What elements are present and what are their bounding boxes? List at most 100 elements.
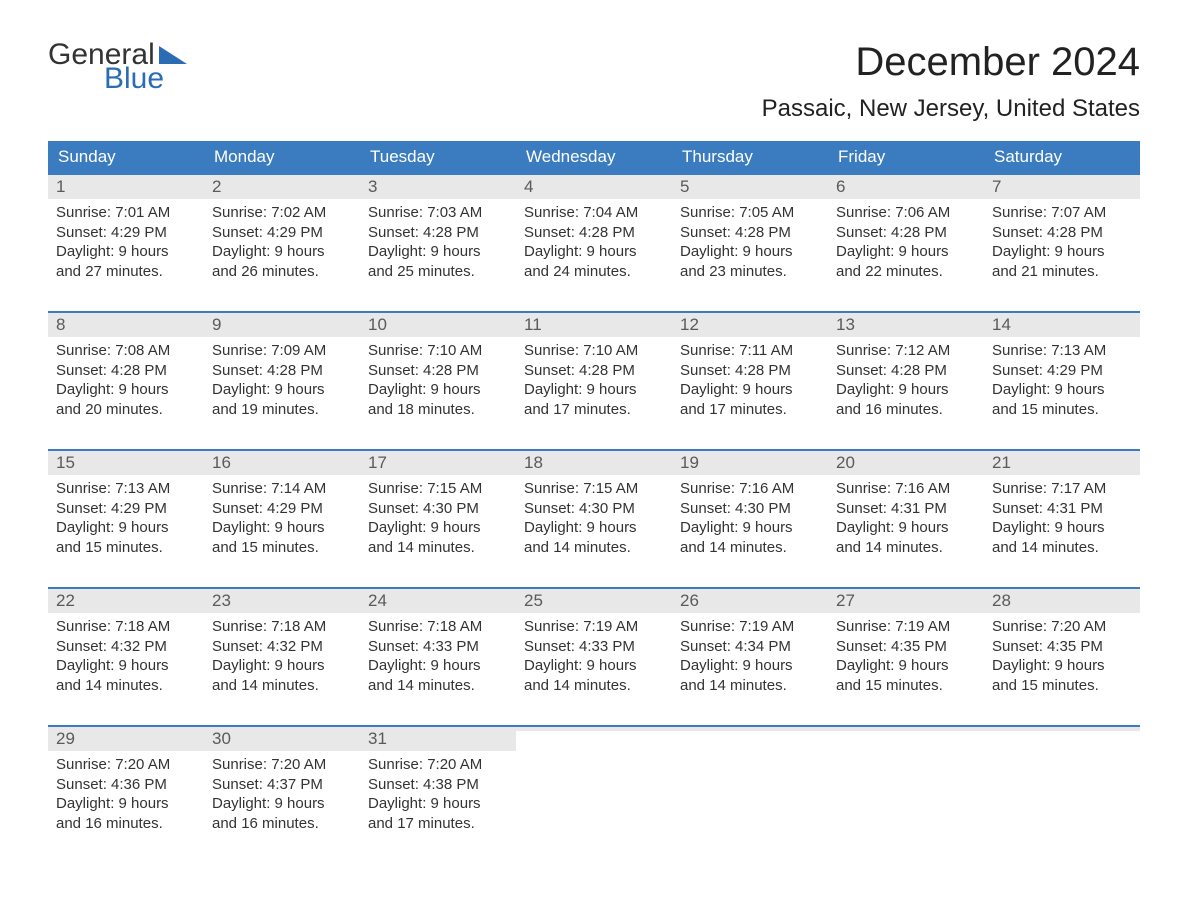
day-number: 16 <box>212 453 231 472</box>
day-cell: 7Sunrise: 7:07 AMSunset: 4:28 PMDaylight… <box>984 175 1140 287</box>
day-cell <box>828 727 984 839</box>
daylight-line: and 14 minutes. <box>680 676 820 696</box>
day-number: 29 <box>56 729 75 748</box>
day-cell: 28Sunrise: 7:20 AMSunset: 4:35 PMDayligh… <box>984 589 1140 701</box>
sunrise-line: Sunrise: 7:17 AM <box>992 479 1132 499</box>
sunrise-line: Sunrise: 7:20 AM <box>212 755 352 775</box>
day-number: 8 <box>56 315 65 334</box>
day-number-row: 1 <box>48 175 204 199</box>
daylight-line: Daylight: 9 hours <box>368 656 508 676</box>
day-body: Sunrise: 7:19 AMSunset: 4:33 PMDaylight:… <box>516 613 672 701</box>
day-cell: 20Sunrise: 7:16 AMSunset: 4:31 PMDayligh… <box>828 451 984 563</box>
daylight-line: Daylight: 9 hours <box>680 380 820 400</box>
day-number-row: 26 <box>672 589 828 613</box>
sunrise-line: Sunrise: 7:18 AM <box>56 617 196 637</box>
sunset-line: Sunset: 4:28 PM <box>368 361 508 381</box>
sunset-line: Sunset: 4:31 PM <box>836 499 976 519</box>
day-body: Sunrise: 7:13 AMSunset: 4:29 PMDaylight:… <box>48 475 204 563</box>
daylight-line: and 18 minutes. <box>368 400 508 420</box>
day-number: 7 <box>992 177 1001 196</box>
daylight-line: Daylight: 9 hours <box>680 656 820 676</box>
day-body: Sunrise: 7:09 AMSunset: 4:28 PMDaylight:… <box>204 337 360 425</box>
day-body: Sunrise: 7:16 AMSunset: 4:30 PMDaylight:… <box>672 475 828 563</box>
sunset-line: Sunset: 4:33 PM <box>368 637 508 657</box>
sunrise-line: Sunrise: 7:14 AM <box>212 479 352 499</box>
day-number-row: 14 <box>984 313 1140 337</box>
day-number-row: 13 <box>828 313 984 337</box>
day-number: 2 <box>212 177 221 196</box>
daylight-line: Daylight: 9 hours <box>56 656 196 676</box>
sunrise-line: Sunrise: 7:02 AM <box>212 203 352 223</box>
sunset-line: Sunset: 4:29 PM <box>212 499 352 519</box>
daylight-line: and 14 minutes. <box>524 676 664 696</box>
sunrise-line: Sunrise: 7:04 AM <box>524 203 664 223</box>
week-row: 15Sunrise: 7:13 AMSunset: 4:29 PMDayligh… <box>48 449 1140 563</box>
day-body: Sunrise: 7:14 AMSunset: 4:29 PMDaylight:… <box>204 475 360 563</box>
location: Passaic, New Jersey, United States <box>762 95 1140 123</box>
sunrise-line: Sunrise: 7:15 AM <box>368 479 508 499</box>
daylight-line: Daylight: 9 hours <box>212 794 352 814</box>
sunset-line: Sunset: 4:34 PM <box>680 637 820 657</box>
sunset-line: Sunset: 4:29 PM <box>56 499 196 519</box>
daylight-line: and 19 minutes. <box>212 400 352 420</box>
daylight-line: Daylight: 9 hours <box>992 380 1132 400</box>
day-number: 24 <box>368 591 387 610</box>
day-cell: 30Sunrise: 7:20 AMSunset: 4:37 PMDayligh… <box>204 727 360 839</box>
day-number-row: 3 <box>360 175 516 199</box>
dow-monday: Monday <box>204 141 360 173</box>
sunset-line: Sunset: 4:28 PM <box>524 361 664 381</box>
sunset-line: Sunset: 4:30 PM <box>368 499 508 519</box>
day-number-row <box>828 727 984 731</box>
daylight-line: Daylight: 9 hours <box>836 656 976 676</box>
dow-wednesday: Wednesday <box>516 141 672 173</box>
daylight-line: and 21 minutes. <box>992 262 1132 282</box>
daylight-line: and 16 minutes. <box>56 814 196 834</box>
day-number-row: 12 <box>672 313 828 337</box>
sunrise-line: Sunrise: 7:15 AM <box>524 479 664 499</box>
day-cell: 23Sunrise: 7:18 AMSunset: 4:32 PMDayligh… <box>204 589 360 701</box>
day-body: Sunrise: 7:05 AMSunset: 4:28 PMDaylight:… <box>672 199 828 287</box>
daylight-line: Daylight: 9 hours <box>836 518 976 538</box>
day-number-row: 8 <box>48 313 204 337</box>
daylight-line: Daylight: 9 hours <box>56 794 196 814</box>
daylight-line: Daylight: 9 hours <box>368 794 508 814</box>
daylight-line: and 23 minutes. <box>680 262 820 282</box>
daylight-line: and 14 minutes. <box>836 538 976 558</box>
day-number-row: 9 <box>204 313 360 337</box>
daylight-line: and 14 minutes. <box>56 676 196 696</box>
daylight-line: and 14 minutes. <box>992 538 1132 558</box>
daylight-line: and 17 minutes. <box>524 400 664 420</box>
sunrise-line: Sunrise: 7:18 AM <box>368 617 508 637</box>
day-body: Sunrise: 7:03 AMSunset: 4:28 PMDaylight:… <box>360 199 516 287</box>
dow-friday: Friday <box>828 141 984 173</box>
day-cell: 31Sunrise: 7:20 AMSunset: 4:38 PMDayligh… <box>360 727 516 839</box>
sunset-line: Sunset: 4:36 PM <box>56 775 196 795</box>
header: General Blue December 2024 Passaic, New … <box>48 40 1140 137</box>
day-cell: 9 Sunrise: 7:09 AMSunset: 4:28 PMDaylight… <box>204 313 360 425</box>
day-body: Sunrise: 7:15 AMSunset: 4:30 PMDaylight:… <box>360 475 516 563</box>
day-number-row <box>516 727 672 731</box>
sunrise-line: Sunrise: 7:19 AM <box>680 617 820 637</box>
day-number: 9 <box>212 315 221 334</box>
sunset-line: Sunset: 4:28 PM <box>524 223 664 243</box>
daylight-line: Daylight: 9 hours <box>212 656 352 676</box>
sunset-line: Sunset: 4:28 PM <box>836 223 976 243</box>
month-title: December 2024 <box>762 40 1140 85</box>
day-body: Sunrise: 7:20 AMSunset: 4:35 PMDaylight:… <box>984 613 1140 701</box>
day-number-row: 4 <box>516 175 672 199</box>
sunset-line: Sunset: 4:33 PM <box>524 637 664 657</box>
day-number: 27 <box>836 591 855 610</box>
day-cell: 16 Sunrise: 7:14 AMSunset: 4:29 PMDayligh… <box>204 451 360 563</box>
day-number: 5 <box>680 177 689 196</box>
title-block: December 2024 Passaic, New Jersey, Unite… <box>762 40 1140 137</box>
day-number: 30 <box>212 729 231 748</box>
day-cell: 5 Sunrise: 7:05 AMSunset: 4:28 PMDaylight… <box>672 175 828 287</box>
day-number: 14 <box>992 315 1011 334</box>
sunset-line: Sunset: 4:32 PM <box>56 637 196 657</box>
day-number-row: 31 <box>360 727 516 751</box>
day-number: 23 <box>212 591 231 610</box>
daylight-line: and 14 minutes. <box>524 538 664 558</box>
day-body: Sunrise: 7:10 AMSunset: 4:28 PMDaylight:… <box>360 337 516 425</box>
daylight-line: and 20 minutes. <box>56 400 196 420</box>
day-number-row: 15 <box>48 451 204 475</box>
